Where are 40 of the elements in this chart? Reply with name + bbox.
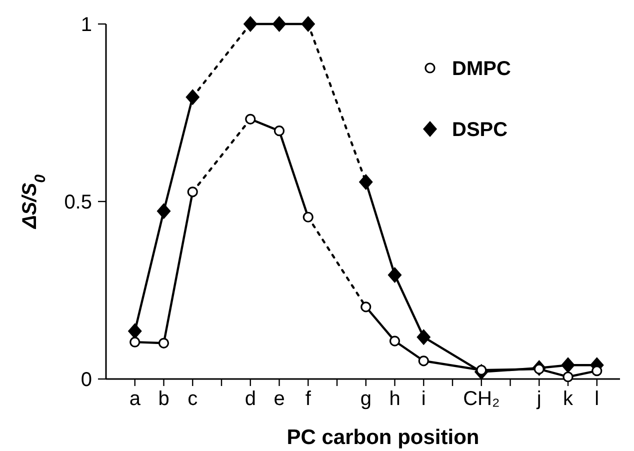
- y-tick-label: 0: [80, 369, 92, 391]
- y-tick-label: 0.5: [64, 192, 92, 214]
- point: [388, 266, 402, 283]
- x-tick-label: e: [274, 388, 285, 410]
- x-tick-label: c: [188, 388, 198, 410]
- point: [418, 356, 429, 366]
- point: [130, 336, 140, 348]
- y-tick-label: 1: [80, 14, 92, 36]
- legend-label: DMPC: [452, 58, 511, 80]
- x-tick-label: b: [158, 388, 170, 410]
- x-tick-label: d: [244, 388, 256, 410]
- x-tick-label: f: [305, 388, 312, 410]
- point: [302, 212, 314, 222]
- point: [243, 16, 258, 32]
- legend-label: DSPC: [452, 119, 508, 141]
- point: [592, 366, 602, 376]
- x-axis-title: PC carbon position: [286, 426, 480, 449]
- x-tick-label: j: [536, 388, 542, 410]
- point: [158, 338, 170, 348]
- point: [156, 203, 171, 220]
- x-tick-label: k: [563, 388, 574, 410]
- x-tick-label: l: [594, 388, 600, 410]
- point: [301, 16, 316, 32]
- point: [360, 302, 372, 312]
- point: [561, 357, 576, 374]
- point: [245, 114, 256, 124]
- point: [562, 372, 574, 382]
- point: [187, 186, 198, 198]
- point: [389, 336, 400, 346]
- x-tick-label: i: [421, 388, 426, 410]
- point: [186, 89, 200, 106]
- point: [128, 323, 142, 340]
- point: [272, 16, 286, 32]
- point: [358, 174, 373, 190]
- x-tick-label: h: [389, 388, 400, 410]
- x-tick-label: a: [129, 388, 142, 410]
- x-tick-label: g: [360, 388, 372, 410]
- x-tick-label: CH₂: [463, 388, 500, 410]
- point: [274, 126, 285, 136]
- point: [416, 329, 431, 346]
